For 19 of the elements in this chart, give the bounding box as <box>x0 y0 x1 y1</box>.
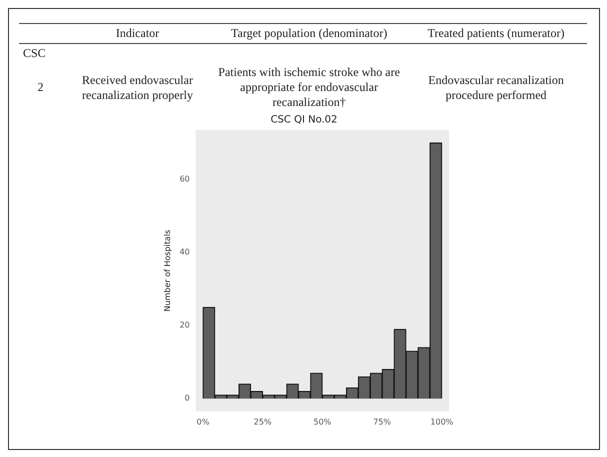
chart-title: CSC QI No.02 <box>270 114 338 126</box>
text: Indicator <box>114 25 160 42</box>
y-tick-label: 60 <box>180 174 190 184</box>
y-axis-title: Number of Hospitals <box>162 230 172 312</box>
text: Received endovascular recanalization properly <box>81 72 194 104</box>
x-tick-label: 25% <box>254 417 272 426</box>
text: Target population (denominator) <box>230 25 388 42</box>
text: Treated patients (numerator) <box>426 25 566 42</box>
text: 2 <box>36 79 44 96</box>
y-tick-label: 0 <box>184 394 190 403</box>
y-tick-label: 40 <box>180 248 190 257</box>
text: Patients with ischemic stroke who are appropriate for endovascular recanalization† <box>217 64 401 111</box>
text: Endovascular recanalization procedure performed <box>427 72 565 104</box>
y-tick-label: 20 <box>180 320 190 330</box>
x-tick-label: 50% <box>314 417 332 426</box>
text: CSC <box>22 45 47 62</box>
x-tick-label: 100% <box>430 417 454 426</box>
x-tick-label: 0% <box>196 417 210 426</box>
x-tick-label: 75% <box>373 417 392 426</box>
